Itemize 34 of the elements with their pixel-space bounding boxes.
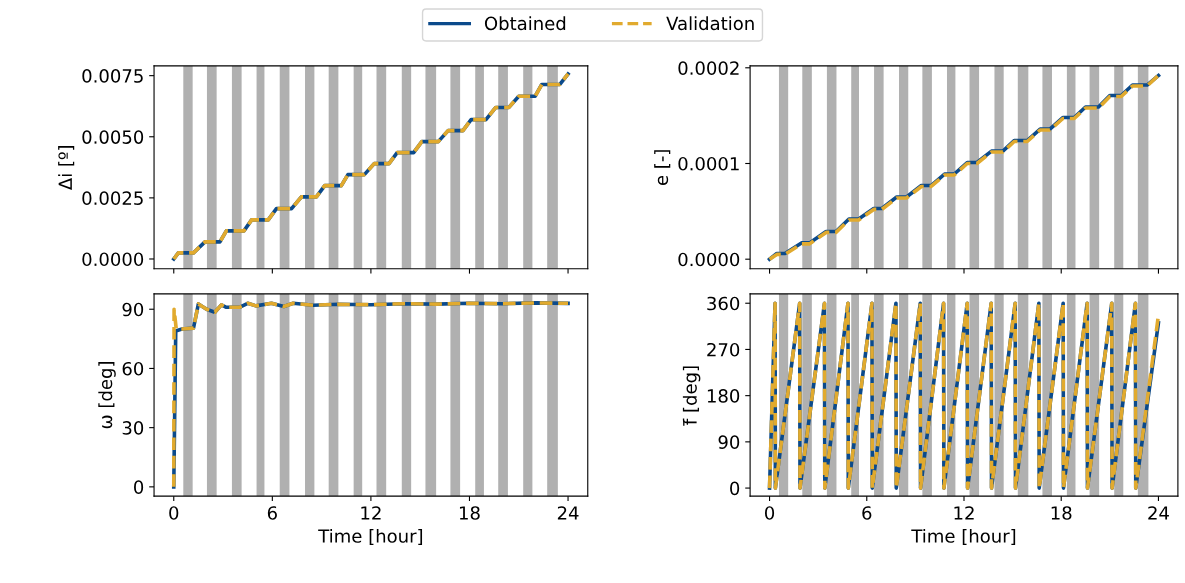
y-tick-label: 60 (122, 361, 144, 376)
x-tick-label: 12 (361, 506, 381, 520)
legend-label: Obtained (484, 16, 566, 31)
y-tick-label: 360 (707, 296, 740, 311)
y-tick-label: 0 (730, 481, 740, 496)
x-tick-label: 6 (267, 506, 277, 520)
y-tick-label: 90 (718, 435, 740, 449)
y-tick-label: 0.0000 (82, 252, 144, 267)
y-tick-label: 30 (122, 421, 144, 435)
x-tick-label: 0 (765, 506, 775, 520)
y-tick-label: 180 (707, 389, 740, 403)
y-axis-title: f̄ [deg] (682, 366, 701, 426)
x-tick-label: 0 (169, 506, 179, 520)
y-axis-title: ω [deg] (98, 362, 116, 429)
y-axis-title: e [-] (654, 150, 671, 186)
y-tick-label: 0 (134, 480, 144, 494)
x-axis-title: Time [hour] (911, 528, 1016, 545)
y-tick-label: 0.0000 (678, 252, 740, 267)
y-axis-title: Δi [º] (58, 146, 75, 191)
y-tick-label: 0.0002 (678, 61, 739, 75)
y-tick-label: 0.0050 (82, 130, 144, 144)
x-tick-label: 6 (862, 506, 872, 520)
y-tick-label: 0.0025 (82, 191, 143, 205)
x-tick-label: 24 (557, 506, 579, 520)
y-tick-label: 0.0001 (678, 156, 739, 171)
y-tick-label: 90 (122, 302, 144, 317)
x-axis-title: Time [hour] (318, 528, 423, 545)
y-tick-label: 0.0075 (82, 69, 143, 83)
legend-label: Validation (666, 16, 754, 31)
x-tick-label: 18 (459, 506, 480, 520)
y-tick-label: 270 (707, 342, 740, 357)
x-tick-label: 24 (1148, 506, 1169, 520)
x-tick-label: 18 (1051, 506, 1072, 520)
x-tick-label: 12 (954, 506, 974, 520)
